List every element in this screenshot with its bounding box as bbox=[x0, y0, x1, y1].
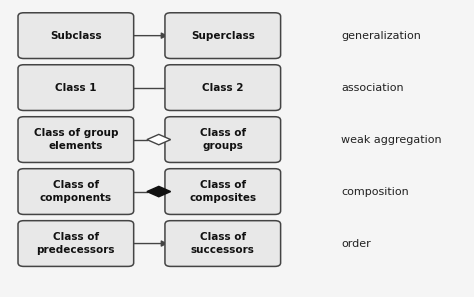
Text: Class 1: Class 1 bbox=[55, 83, 97, 93]
FancyBboxPatch shape bbox=[18, 13, 134, 59]
Text: Superclass: Superclass bbox=[191, 31, 255, 41]
Text: Class of
components: Class of components bbox=[40, 180, 112, 203]
FancyBboxPatch shape bbox=[165, 65, 281, 110]
FancyBboxPatch shape bbox=[18, 169, 134, 214]
Text: Class of
successors: Class of successors bbox=[191, 232, 255, 255]
Text: Subclass: Subclass bbox=[50, 31, 101, 41]
Text: generalization: generalization bbox=[341, 31, 421, 41]
Text: Class 2: Class 2 bbox=[202, 83, 244, 93]
FancyBboxPatch shape bbox=[18, 221, 134, 266]
Text: composition: composition bbox=[341, 187, 409, 197]
FancyBboxPatch shape bbox=[165, 13, 281, 59]
Text: weak aggregation: weak aggregation bbox=[341, 135, 442, 145]
Polygon shape bbox=[147, 186, 171, 197]
Text: Class of
groups: Class of groups bbox=[200, 128, 246, 151]
Text: Class of group
elements: Class of group elements bbox=[34, 128, 118, 151]
Text: association: association bbox=[341, 83, 404, 93]
FancyBboxPatch shape bbox=[18, 117, 134, 162]
FancyBboxPatch shape bbox=[165, 221, 281, 266]
Text: order: order bbox=[341, 238, 371, 249]
Text: Class of
predecessors: Class of predecessors bbox=[36, 232, 115, 255]
FancyBboxPatch shape bbox=[18, 65, 134, 110]
FancyBboxPatch shape bbox=[165, 117, 281, 162]
Text: Class of
composites: Class of composites bbox=[189, 180, 256, 203]
Polygon shape bbox=[147, 134, 171, 145]
FancyBboxPatch shape bbox=[165, 169, 281, 214]
